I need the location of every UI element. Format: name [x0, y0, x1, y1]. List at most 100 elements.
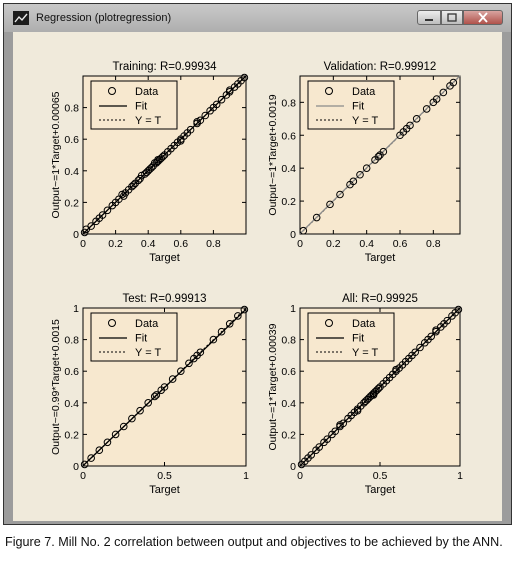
y-tick-label: 0.6 [281, 130, 296, 142]
x-axis-label: Target [365, 484, 396, 496]
legend-data-marker [325, 319, 333, 327]
data-point [336, 190, 344, 199]
x-tick-label: 0.4 [141, 238, 156, 250]
legend-label: Y = T [352, 115, 378, 127]
data-point [369, 391, 378, 399]
legend-box [90, 80, 178, 130]
data-point [331, 427, 340, 436]
regression-window: Regression (plotregression) Training: R=… [3, 3, 512, 525]
x-axis-label: Target [149, 484, 180, 496]
x-tick-label: 0 [80, 470, 86, 482]
x-tick-label: 0 [297, 238, 303, 250]
window-title: Regression (plotregression) [36, 12, 172, 24]
y-tick-label: 1 [290, 303, 296, 315]
y-tick-label: 0.4 [64, 398, 79, 410]
title-bar[interactable]: Regression (plotregression) [4, 4, 511, 32]
y-tick-label: 0 [290, 461, 296, 473]
y-tick-label: 1 [73, 303, 79, 315]
data-point [427, 332, 436, 341]
x-axis-label: Target [149, 252, 180, 264]
data-point [95, 446, 104, 455]
data-point [129, 181, 138, 189]
y-tick-label: 0.8 [64, 335, 79, 347]
data-point [103, 206, 112, 215]
maximize-icon [447, 13, 457, 22]
data-point [136, 406, 144, 415]
data-point [212, 100, 221, 109]
x-tick-label: 0.2 [326, 238, 341, 250]
y-tick-label: 0 [73, 461, 79, 473]
plot-title: Validation: R=0.99912 [324, 61, 437, 73]
legend-box [90, 312, 178, 362]
data-point [356, 170, 364, 179]
regression-plot-1: Training: R=0.99934 Target Output~=1*Targe… [50, 61, 249, 264]
plot-title: All: R=0.99925 [342, 293, 418, 305]
data-point [209, 335, 218, 344]
y-tick-label: 0.2 [281, 429, 296, 441]
y-tick-label: 0.2 [281, 196, 296, 208]
data-point [119, 422, 128, 431]
data-point [240, 305, 249, 314]
x-tick-label: 0.6 [173, 238, 188, 250]
figure-caption: Figure 7. Mill No. 2 correlation between… [5, 535, 503, 549]
legend-label: Y = T [135, 115, 161, 127]
legend-label: Data [352, 318, 376, 330]
x-axis-label: Target [365, 252, 396, 264]
data-point [449, 78, 458, 87]
data-point [119, 192, 128, 200]
legend-label: Fit [135, 101, 147, 113]
data-point [439, 88, 448, 97]
regression-plot-2: Validation: R=0.99912 Target Output~=1*Tar… [267, 61, 461, 264]
x-tick-label: 0.4 [359, 238, 374, 250]
maximize-button[interactable] [441, 10, 463, 25]
minimize-icon [425, 19, 433, 21]
data-point [144, 399, 152, 407]
y-tick-label: 0.8 [64, 103, 79, 115]
legend-label: Fit [352, 101, 364, 113]
legend-label: Y = T [352, 347, 378, 359]
data-point [374, 152, 383, 161]
legend-label: Data [352, 86, 376, 98]
data-point [432, 95, 441, 103]
legend-label: Fit [135, 333, 147, 345]
data-point [80, 460, 89, 469]
data-point [87, 454, 95, 462]
data-point [201, 111, 210, 120]
y-tick-label: 0 [73, 229, 79, 241]
regression-plots: Training: R=0.99934 Target Output~=1*Targe… [50, 61, 463, 496]
data-point [374, 384, 383, 393]
data-point [217, 327, 226, 336]
x-tick-label: 0.2 [108, 238, 123, 250]
data-point [128, 414, 136, 423]
y-tick-label: 0.2 [64, 197, 79, 209]
data-point [193, 118, 201, 126]
data-point [217, 95, 226, 104]
data-point [168, 375, 177, 383]
x-tick-label: 0.8 [426, 238, 441, 250]
minimize-button[interactable] [417, 10, 441, 25]
data-point [177, 367, 185, 376]
y-axis-label: Output~=0.99*Target+0.0015 [50, 319, 62, 455]
data-point [98, 211, 107, 219]
legend-data-marker [108, 319, 116, 327]
y-tick-label: 0 [290, 229, 296, 241]
data-point [160, 383, 169, 391]
y-tick-label: 0.6 [281, 366, 296, 378]
data-point [234, 312, 242, 320]
y-tick-label: 0.8 [281, 335, 296, 347]
x-tick-label: 0 [297, 470, 303, 482]
data-point [323, 435, 332, 443]
plot-icon [13, 11, 29, 25]
plot-title: Training: R=0.99934 [112, 61, 217, 73]
regression-plot-4: All: R=0.99925 Target Output~=1*Target+0.0… [267, 293, 463, 496]
data-point [225, 86, 234, 95]
y-tick-label: 0.6 [64, 366, 79, 378]
data-point [299, 226, 308, 235]
data-point [196, 348, 205, 357]
data-point [186, 125, 195, 134]
data-point [225, 320, 234, 328]
close-icon [478, 12, 488, 23]
data-point [349, 177, 358, 186]
data-point [312, 213, 321, 222]
close-button[interactable] [463, 10, 503, 25]
